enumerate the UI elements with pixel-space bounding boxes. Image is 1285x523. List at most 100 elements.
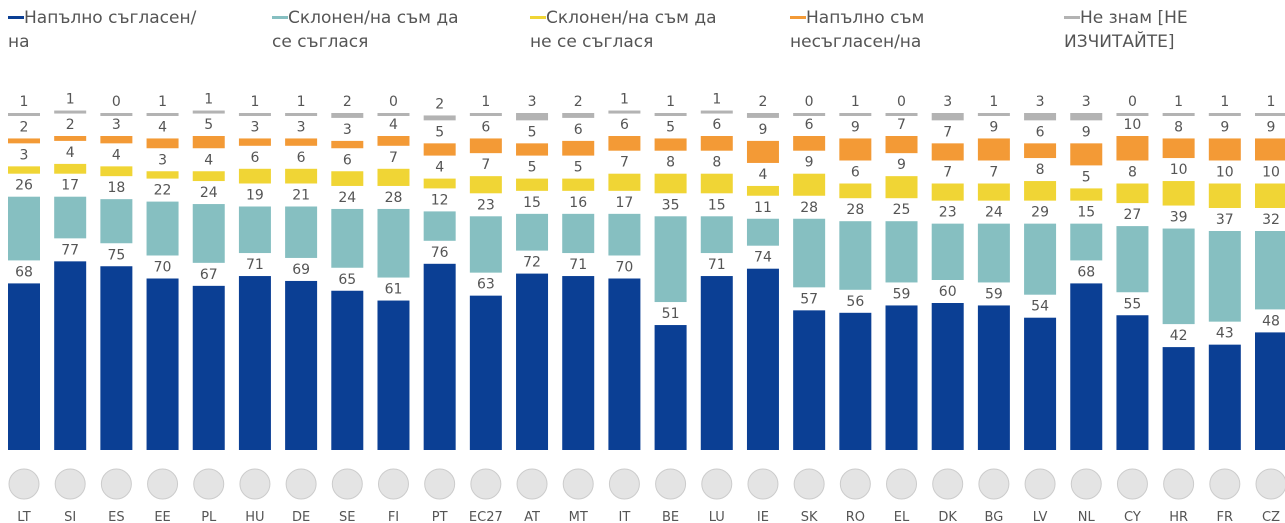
bar-segment [931,183,964,201]
flag [147,468,179,500]
bar-segment [977,305,1010,450]
value-label: 10 [1124,117,1142,133]
bar-segment [700,216,733,254]
value-label: 3 [1082,94,1091,110]
value-label: 23 [477,197,495,213]
value-label: 5 [435,124,444,140]
flag [886,468,918,500]
value-label: 4 [435,160,444,176]
bar-segment [793,136,826,151]
bar-segment [331,208,364,268]
bar-segment [1116,136,1149,161]
value-label: 17 [615,195,633,211]
value-label: 6 [712,117,721,133]
legend-label: Склонен/на съм да се съглася [272,8,459,52]
bar-segment [192,171,225,182]
bar-segment [192,204,225,263]
bar-segment [100,113,133,116]
bar-segment [1070,283,1103,450]
bar-segment [146,138,179,149]
bar-segment [1208,113,1241,116]
bar-segment [100,136,133,144]
bar-segment [654,173,687,194]
value-label: 1 [989,94,998,110]
flag [1255,468,1285,500]
bar-segment [469,138,502,154]
value-label: 18 [107,180,125,196]
legend-swatch [1064,16,1080,19]
bar-segment [516,143,549,156]
value-label: 12 [431,192,449,208]
bar-segment [285,280,318,450]
flag [100,468,132,500]
value-label: 1 [1267,94,1276,110]
value-label: 6 [481,119,490,135]
value-label: 1 [1174,94,1183,110]
bar-segment [8,166,40,174]
value-label: 6 [343,152,352,168]
value-label: 1 [481,94,490,110]
legend-item: Склонен/на съм да се съглася [272,6,462,54]
value-label: 0 [389,94,398,110]
bar-segment [746,218,779,246]
value-label: 76 [431,245,449,261]
flag [424,468,456,500]
bar-segment [1255,332,1285,450]
legend-label: Напълно съгласен/на [8,8,197,52]
legend-item: Не знам [НЕ ИЗЧИТАЙТЕ] [1064,6,1254,54]
value-label: 68 [15,264,33,280]
value-label: 28 [846,202,864,218]
flag [793,468,825,500]
x-tick-label: PT [432,510,448,523]
value-label: 4 [158,119,167,135]
x-tick-label: SE [339,510,355,523]
bar-segment [793,218,826,288]
bar-segment [1024,181,1057,201]
x-tick-label: SI [64,510,76,523]
value-label: 4 [204,152,213,168]
x-tick-label: EL [894,510,910,523]
bar-segment [931,113,964,121]
value-label: 21 [292,188,310,204]
value-label: 7 [989,165,998,181]
bar-segment [377,300,410,450]
flag [470,468,502,500]
value-label: 2 [759,94,768,110]
bar-segment [377,208,410,278]
value-label: 59 [893,286,911,302]
flag [1163,468,1195,500]
bar-segment [516,113,549,121]
bar-segment [8,196,40,261]
value-label: 10 [1262,165,1280,181]
value-label: 2 [343,94,352,110]
value-label: 15 [523,195,541,211]
flag [608,468,640,500]
value-label: 7 [897,117,906,133]
x-tick-label: DE [292,510,310,523]
bar-segment [1070,143,1103,166]
legend-label: Напълно съм несъгласен/на [790,8,925,52]
value-label: 24 [338,190,356,206]
value-label: 0 [805,94,814,110]
value-label: 22 [154,183,172,199]
bar-segment [1116,113,1149,116]
bar-segment [608,173,641,191]
legend-label: Склонен/на съм да не се съглася [530,8,717,52]
value-label: 74 [754,250,772,266]
flag [839,468,871,500]
legend-item: Напълно съм несъгласен/на [790,6,980,54]
legend-label: Не знам [НЕ ИЗЧИТАЙТЕ] [1064,8,1188,52]
bar-segment [885,113,918,116]
bar-segment [839,113,872,116]
value-label: 6 [851,165,860,181]
bar-segment [839,221,872,290]
value-label: 68 [1077,264,1095,280]
bar-segment [54,163,87,174]
value-label: 1 [20,94,29,110]
value-label: 15 [1077,205,1095,221]
value-label: 1 [1220,94,1229,110]
value-label: 4 [66,145,75,161]
legend: Напълно съгласен/на Склонен/на съм да се … [0,6,1285,66]
bar-segment [746,140,779,163]
